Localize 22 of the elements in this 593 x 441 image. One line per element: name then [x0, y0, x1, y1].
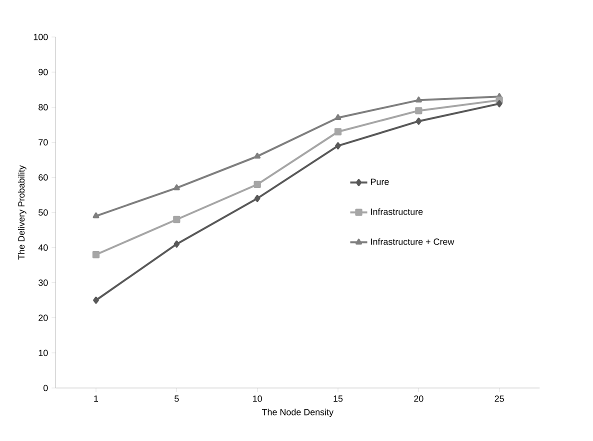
legend-label: Infrastructure + Crew	[371, 238, 454, 245]
y-tick-label: 100	[34, 34, 48, 40]
y-tick-label: 70	[38, 139, 48, 146]
y-tick-label: 20	[38, 314, 48, 321]
x-tick-label: 10	[253, 396, 262, 402]
x-tick-label: 1	[94, 396, 98, 402]
x-axis-title: The Node Density	[262, 408, 334, 418]
y-tick-label: 50	[38, 209, 48, 216]
y-tick-label: 90	[38, 68, 48, 76]
y-tick-label: 0	[44, 384, 48, 392]
y-tick-label: 80	[38, 104, 48, 110]
x-tick-label: 25	[494, 396, 504, 402]
y-tick-label: 10	[38, 350, 48, 356]
y-tick-label: 40	[38, 244, 48, 251]
x-tick-label: 5	[174, 396, 179, 402]
y-tick-label: 30	[38, 280, 48, 286]
x-tick-label: 20	[414, 396, 424, 402]
legend-label: Pure	[370, 178, 389, 185]
y-axis-title: The Delivery Probability	[18, 165, 26, 260]
x-tick-label: 15	[334, 396, 343, 402]
y-tick-label: 60	[38, 174, 48, 181]
legend-label: Infrastructure	[371, 208, 423, 215]
